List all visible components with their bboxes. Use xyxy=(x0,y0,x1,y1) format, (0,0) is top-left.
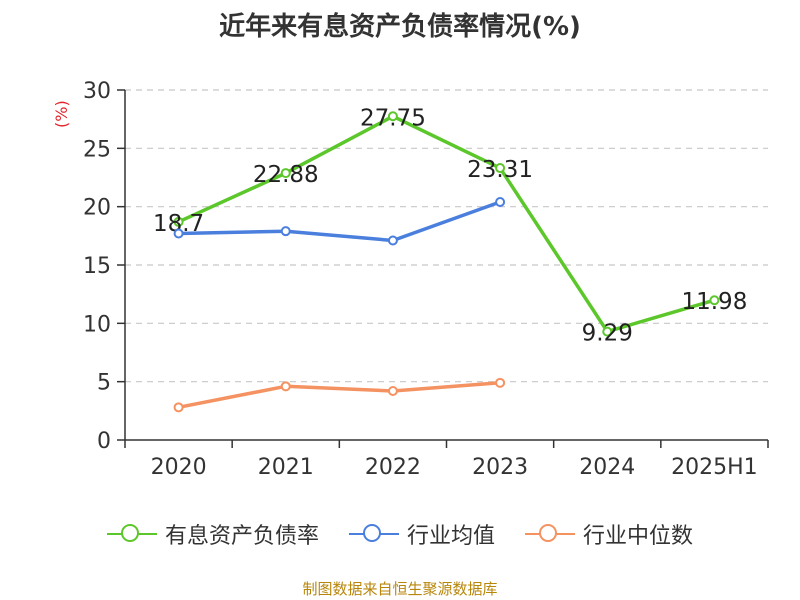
x-tick-label: 2021 xyxy=(258,455,314,480)
legend-label: 有息资产负债率 xyxy=(164,524,319,549)
legend-marker xyxy=(106,522,157,546)
y-tick-label: 15 xyxy=(83,254,111,279)
y-tick-label: 10 xyxy=(83,312,111,337)
y-tick-label: 30 xyxy=(83,79,111,104)
data-point xyxy=(387,386,398,396)
series-line-2 xyxy=(178,381,501,410)
x-tick-label: 2024 xyxy=(579,455,635,480)
legend-label: 行业均值 xyxy=(406,524,495,549)
legend-item[interactable]: 行业中位数 xyxy=(525,518,693,550)
data-label: 27.75 xyxy=(360,105,426,131)
data-point xyxy=(173,216,184,227)
y-tick-label: 5 xyxy=(97,371,111,396)
data-label: 23.31 xyxy=(467,157,533,183)
legend-label: 行业中位数 xyxy=(583,524,694,549)
series-line-1 xyxy=(178,200,501,243)
legend-marker xyxy=(525,522,575,546)
chart-title: 近年来有息资产负债率情况(%) xyxy=(219,12,581,42)
data-point xyxy=(173,228,184,239)
data-label: 9.29 xyxy=(582,321,633,347)
data-point xyxy=(709,295,720,306)
y-tick-label: 0 xyxy=(97,429,111,454)
y-tick-label: 20 xyxy=(83,196,111,221)
data-label: 22.88 xyxy=(253,162,319,188)
x-tick-label: 2020 xyxy=(151,455,207,480)
chart-legend: 有息资产负债率 行业均值 行业中位数 xyxy=(0,518,800,550)
data-point xyxy=(280,381,291,392)
legend-marker xyxy=(348,522,399,546)
data-point xyxy=(280,226,291,237)
data-label: 11.98 xyxy=(681,289,747,315)
legend-item[interactable]: 有息资产负债率 xyxy=(106,518,319,550)
data-point xyxy=(387,111,398,122)
data-point xyxy=(495,377,506,388)
data-source-note: 制图数据来自恒生聚源数据库 xyxy=(302,580,498,598)
x-tick-label: 2023 xyxy=(472,455,528,480)
data-point xyxy=(173,402,184,413)
data-point xyxy=(602,326,613,337)
data-point xyxy=(387,235,398,246)
legend-item[interactable]: 行业均值 xyxy=(348,518,495,550)
x-tick-label: 2022 xyxy=(365,455,421,480)
data-point xyxy=(495,163,506,174)
data-point xyxy=(280,168,291,179)
series-line-0 xyxy=(177,114,715,334)
x-tick-label: 2025H1 xyxy=(671,455,758,480)
data-point xyxy=(495,197,506,207)
y-tick-label: 25 xyxy=(83,137,111,162)
